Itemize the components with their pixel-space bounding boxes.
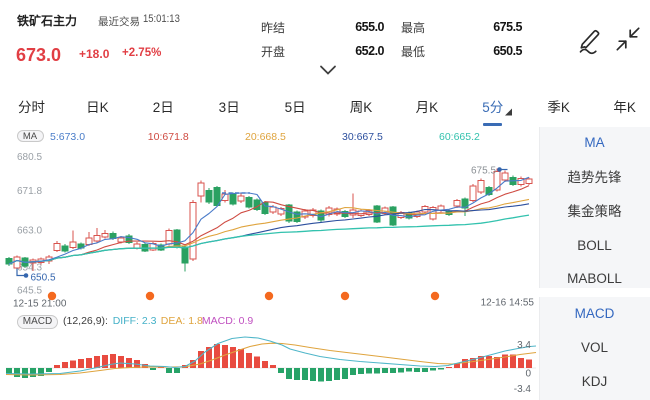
svg-text:12-16 14:55: 12-16 14:55 — [481, 298, 535, 309]
svg-text:671.8: 671.8 — [17, 186, 42, 197]
svg-text:3.4: 3.4 — [517, 340, 531, 351]
svg-text:663.0: 663.0 — [17, 226, 42, 237]
svg-text:0: 0 — [525, 369, 531, 380]
svg-text:645.5: 645.5 — [17, 286, 42, 297]
svg-text:680.5: 680.5 — [17, 152, 42, 163]
svg-text:-3.4: -3.4 — [514, 384, 532, 395]
svg-text:675.5: 675.5 — [471, 166, 496, 177]
svg-text:650.5: 650.5 — [31, 273, 56, 284]
svg-text:654.3: 654.3 — [17, 263, 42, 274]
svg-text:12-15 21:00: 12-15 21:00 — [13, 299, 67, 310]
